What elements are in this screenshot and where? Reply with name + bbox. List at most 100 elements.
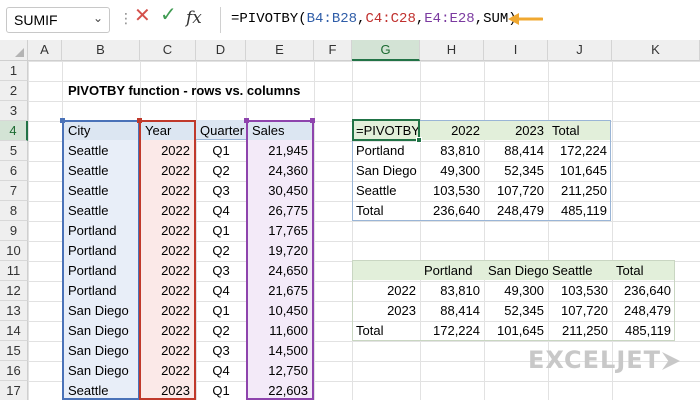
- pivot1-cell[interactable]: Portland: [356, 143, 405, 158]
- source-header[interactable]: City: [68, 123, 91, 138]
- source-cell[interactable]: 2022: [161, 243, 190, 258]
- source-cell[interactable]: Q2: [212, 243, 230, 258]
- pivot1-cell[interactable]: 211,250: [560, 183, 607, 198]
- column-header-f[interactable]: F: [314, 40, 352, 61]
- pivot1-cell[interactable]: 107,720: [497, 183, 544, 198]
- row-header-9[interactable]: 9: [0, 221, 28, 241]
- source-cell[interactable]: 24,360: [268, 163, 308, 178]
- source-cell[interactable]: Portland: [68, 223, 117, 238]
- source-cell[interactable]: 19,720: [268, 243, 308, 258]
- row-header-17[interactable]: 17: [0, 381, 28, 400]
- pivot1-cell[interactable]: 103,530: [433, 183, 480, 198]
- source-cell[interactable]: 21,675: [268, 283, 308, 298]
- column-header-g[interactable]: G: [352, 40, 420, 61]
- source-cell[interactable]: Q1: [212, 383, 230, 398]
- pivot2-cell[interactable]: Total: [356, 323, 384, 338]
- source-cell[interactable]: 2022: [161, 163, 190, 178]
- row-header-6[interactable]: 6: [0, 161, 28, 181]
- name-box[interactable]: SUMIF ⌄: [6, 7, 110, 33]
- source-cell[interactable]: 14,500: [268, 343, 308, 358]
- pivot2-cell[interactable]: 236,640: [624, 283, 671, 298]
- source-cell[interactable]: Q1: [212, 303, 230, 318]
- source-cell[interactable]: Q2: [212, 163, 230, 178]
- insert-function-icon[interactable]: fx: [186, 8, 202, 28]
- pivot1-header[interactable]: 2022: [451, 123, 480, 138]
- pivot2-header[interactable]: Seattle: [552, 263, 593, 278]
- row-header-16[interactable]: 16: [0, 361, 28, 381]
- pivot1-cell[interactable]: 236,640: [433, 203, 480, 218]
- source-cell[interactable]: Seattle: [68, 183, 109, 198]
- row-header-15[interactable]: 15: [0, 341, 28, 361]
- source-cell[interactable]: Portland: [68, 243, 117, 258]
- source-cell[interactable]: Q4: [212, 363, 230, 378]
- source-cell[interactable]: 22,603: [268, 383, 308, 398]
- column-header-b[interactable]: B: [62, 40, 140, 61]
- source-cell[interactable]: San Diego: [68, 343, 129, 358]
- pivot2-cell[interactable]: 107,720: [561, 303, 608, 318]
- source-cell[interactable]: 2022: [161, 203, 190, 218]
- column-header-k[interactable]: K: [612, 40, 700, 61]
- pivot1-header[interactable]: 2023: [515, 123, 544, 138]
- pivot1-cell[interactable]: 101,645: [560, 163, 607, 178]
- row-header-1[interactable]: 1: [0, 61, 28, 81]
- pivot2-header[interactable]: Portland: [424, 263, 473, 278]
- column-header-e[interactable]: E: [246, 40, 314, 61]
- source-cell[interactable]: 2022: [161, 363, 190, 378]
- source-header[interactable]: Sales: [252, 123, 285, 138]
- pivot2-header[interactable]: Total: [616, 263, 644, 278]
- source-cell[interactable]: Seattle: [68, 383, 109, 398]
- source-cell[interactable]: 2022: [161, 323, 190, 338]
- source-cell[interactable]: 10,450: [268, 303, 308, 318]
- source-cell[interactable]: 26,775: [268, 203, 308, 218]
- pivot2-cell[interactable]: 211,250: [561, 323, 608, 338]
- pivot2-cell[interactable]: 172,224: [433, 323, 480, 338]
- source-cell[interactable]: Seattle: [68, 203, 109, 218]
- source-cell[interactable]: Portland: [68, 283, 117, 298]
- source-cell[interactable]: Q4: [212, 203, 230, 218]
- source-cell[interactable]: 2022: [161, 303, 190, 318]
- pivot2-header[interactable]: [352, 261, 420, 281]
- source-header[interactable]: Year: [145, 123, 172, 138]
- source-cell[interactable]: San Diego: [68, 303, 129, 318]
- chevron-down-icon[interactable]: ⌄: [92, 11, 103, 25]
- pivot1-cell[interactable]: 485,119: [560, 203, 607, 218]
- source-cell[interactable]: 17,765: [268, 223, 308, 238]
- source-cell[interactable]: 24,650: [268, 263, 308, 278]
- pivot1-cell[interactable]: 172,224: [560, 143, 607, 158]
- pivot1-header[interactable]: Total: [552, 123, 580, 138]
- column-header-i[interactable]: I: [484, 40, 548, 61]
- source-cell[interactable]: 30,450: [268, 183, 308, 198]
- row-header-7[interactable]: 7: [0, 181, 28, 201]
- pivot2-cell[interactable]: 2023: [387, 303, 416, 318]
- column-header-j[interactable]: J: [548, 40, 612, 61]
- pivot1-cell[interactable]: 52,345: [504, 163, 544, 178]
- active-cell-G4[interactable]: [352, 119, 420, 141]
- range-handle[interactable]: [137, 118, 142, 123]
- source-cell[interactable]: 2022: [161, 343, 190, 358]
- column-header-a[interactable]: A: [28, 40, 62, 61]
- pivot2-cell[interactable]: 52,345: [504, 303, 544, 318]
- pivot2-cell[interactable]: 485,119: [624, 323, 671, 338]
- row-header-12[interactable]: 12: [0, 281, 28, 301]
- row-header-13[interactable]: 13: [0, 301, 28, 321]
- source-cell[interactable]: 12,750: [268, 363, 308, 378]
- source-header[interactable]: Quarter: [200, 123, 245, 138]
- row-header-11[interactable]: 11: [0, 261, 28, 281]
- source-cell[interactable]: 11,600: [269, 323, 308, 338]
- row-header-10[interactable]: 10: [0, 241, 28, 261]
- source-cell[interactable]: San Diego: [68, 363, 129, 378]
- select-all-corner[interactable]: [0, 40, 28, 61]
- formula-input[interactable]: =PIVOTBY(B4:B28,C4:C28,E4:E28,SUM): [220, 7, 694, 33]
- pivot2-cell[interactable]: 248,479: [624, 303, 671, 318]
- check-icon[interactable]: ✓: [160, 4, 177, 26]
- drag-handle-icon[interactable]: ⋮: [119, 10, 133, 26]
- pivot1-header[interactable]: =PIVOTBY: [356, 123, 420, 138]
- pivot1-cell[interactable]: 49,300: [440, 163, 480, 178]
- row-header-8[interactable]: 8: [0, 201, 28, 221]
- pivot2-cell[interactable]: 83,810: [440, 283, 480, 298]
- source-cell[interactable]: Q1: [212, 223, 230, 238]
- row-header-5[interactable]: 5: [0, 141, 28, 161]
- source-cell[interactable]: Seattle: [68, 143, 109, 158]
- pivot2-cell[interactable]: 103,530: [561, 283, 608, 298]
- source-cell[interactable]: 2022: [161, 143, 190, 158]
